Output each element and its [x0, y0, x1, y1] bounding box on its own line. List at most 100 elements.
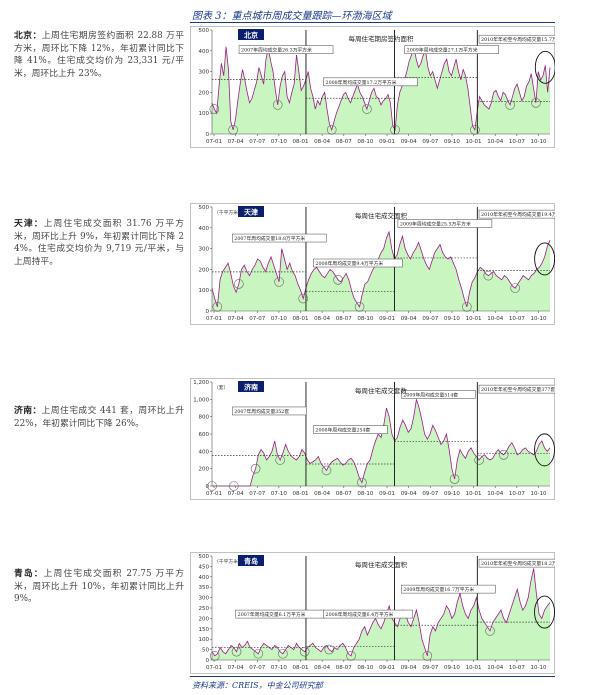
annotation-box [401, 390, 476, 399]
x-tick-label: 08-01 [293, 491, 309, 497]
x-tick-label: 07-04 [228, 316, 244, 322]
low-point-marker [275, 455, 285, 465]
x-tick-label: 10-07 [509, 665, 525, 671]
x-tick-label: 10-10 [530, 139, 546, 145]
low-point-marker [234, 279, 244, 289]
description-qingdao: 青岛：上周住宅成交面积 27.75 万平方米，周环比上升 10%，年初累计同比上… [14, 568, 184, 606]
unit-label: （套） [214, 384, 228, 391]
x-tick-label: 10-10 [530, 491, 546, 497]
chart-title: 每周住宅成交面积 [355, 211, 408, 220]
y-tick-label: 0 [206, 309, 210, 315]
x-tick-label: 09-10 [444, 491, 460, 497]
x-tick-label: 07-07 [249, 665, 265, 671]
low-point-marker [212, 302, 223, 312]
low-point-marker [505, 100, 515, 110]
x-tick-label: 08-01 [293, 139, 309, 145]
annotation-label: 2008年周均成交量6.4万平方米 [326, 611, 394, 618]
low-point-marker [250, 463, 261, 474]
annotation-label: 2009年周均成交量16.7万平方米 [403, 586, 474, 593]
chart-title: 每周住宅成交面积 [355, 560, 408, 569]
series-line [211, 568, 551, 657]
y-tick-label: 400 [199, 449, 210, 455]
x-tick-label: 08-01 [293, 316, 309, 322]
low-point-marker [362, 104, 372, 114]
source-rule [190, 676, 555, 677]
x-tick-label: 10-04 [487, 665, 503, 671]
annotation-label: 2007年周均成交量26.3万平方米 [241, 47, 312, 54]
chart-title: 每周住宅期房签约面积 [349, 34, 415, 43]
x-tick-label: 07-01 [206, 665, 222, 671]
y-tick-label: 100 [199, 111, 210, 117]
low-point-marker [321, 465, 332, 476]
y-tick-label: 150 [199, 627, 210, 633]
y-tick-label: 0 [206, 658, 210, 664]
annotation-box [404, 45, 499, 54]
annotation-box [313, 258, 403, 268]
low-point-marker [278, 648, 288, 659]
low-point-marker [274, 277, 284, 287]
y-tick-label: 300 [199, 247, 210, 253]
y-tick-label: 400 [199, 575, 210, 581]
x-tick-label: 08-10 [357, 139, 373, 145]
annotation-box [323, 609, 413, 619]
annotation-label: 2009年周均成交量27.1万平方米 [407, 47, 478, 54]
x-tick-label: 08-07 [336, 316, 352, 322]
x-tick-label: 07-01 [206, 316, 222, 322]
annotation-box [323, 77, 418, 87]
x-tick-label: 08-07 [336, 491, 352, 497]
x-tick-label: 10-01 [466, 139, 482, 145]
series-line [211, 230, 551, 308]
series-area [212, 46, 550, 134]
low-point-marker [498, 450, 509, 460]
series-area [212, 231, 550, 311]
chart-svg: 0 50 100 150 200 250 300 350 400 450 500 07-01 07-04… [190, 552, 555, 674]
x-tick-label: 09-07 [422, 665, 438, 671]
low-point-marker [209, 651, 220, 661]
x-tick-label: 08-07 [336, 665, 352, 671]
x-tick-label: 10-04 [487, 316, 503, 322]
x-tick-label: 09-04 [401, 665, 417, 671]
low-point-marker [346, 651, 356, 661]
annotation-label: 2010年年初至今周均成交量19.4万平方米 [481, 211, 555, 218]
x-tick-label: 07-01 [206, 491, 222, 497]
chart-jinan: 0 200 400 600 800 1,000 1,200 07-01 07-04 07-07 07… [190, 378, 555, 500]
x-tick-label: 08-10 [357, 665, 373, 671]
annotation-label: 2007年周均成交量6.1万平方米 [238, 611, 306, 618]
low-point-marker [483, 270, 494, 281]
x-tick-label: 07-10 [271, 316, 287, 322]
unit-label: （千平方米） [214, 558, 243, 565]
low-point-marker [422, 651, 433, 661]
annotation-box [397, 219, 493, 228]
x-tick-label: 07-07 [249, 491, 265, 497]
x-tick-label: 10-01 [466, 316, 482, 322]
x-tick-label: 07-07 [249, 316, 265, 322]
x-tick-label: 10-01 [466, 665, 482, 671]
city-badge-label: 北京 [244, 31, 258, 40]
x-tick-label: 08-10 [357, 316, 373, 322]
y-tick-label: 450 [199, 564, 210, 570]
x-tick-label: 10-04 [487, 139, 503, 145]
x-tick-label: 07-10 [271, 665, 287, 671]
annotation-label: 2007年周均成交量18.8万平方米 [234, 235, 305, 242]
x-tick-label: 09-07 [422, 491, 438, 497]
annotation-box [232, 406, 307, 416]
y-tick-label: 600 [199, 432, 210, 438]
x-tick-label: 09-04 [401, 139, 417, 145]
source-note: 资料来源：CREIS，中金公司研究部 [192, 681, 323, 690]
x-tick-label: 08-07 [336, 139, 352, 145]
x-tick-label: 07-04 [228, 139, 244, 145]
low-point-marker [449, 474, 460, 484]
annotation-label: 2010年年初至今周均成交量18.2万平方米 [481, 560, 555, 567]
city-badge-label: 天津 [244, 208, 258, 217]
x-tick-label: 10-10 [530, 316, 546, 322]
y-tick-label: 400 [199, 49, 210, 55]
y-tick-label: 100 [199, 288, 210, 294]
x-tick-label: 09-01 [379, 491, 395, 497]
x-tick-label: 09-04 [401, 491, 417, 497]
x-tick-label: 09-10 [444, 139, 460, 145]
y-tick-label: 350 [199, 585, 210, 591]
chart-qingdao: 0 50 100 150 200 250 300 350 400 450 500 07-01 07-04… [190, 552, 555, 674]
low-point-marker [326, 125, 337, 135]
annotation-label: 2008年周均成交量9.4万平方米 [315, 260, 383, 267]
annotation-box [232, 233, 327, 243]
